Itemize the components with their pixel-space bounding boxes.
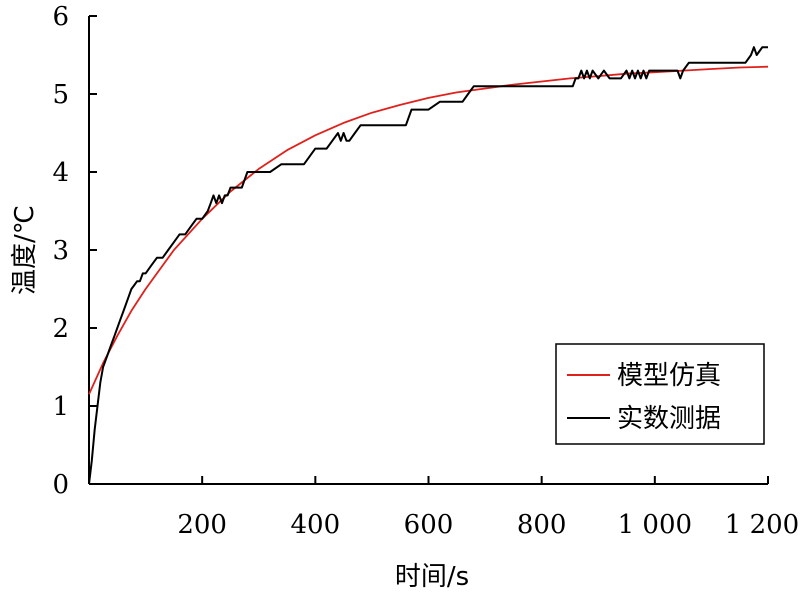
y-tick-label: 6 [52, 2, 69, 32]
series-line-model [88, 65, 769, 395]
legend-label-model: 模型仿真 [617, 361, 721, 391]
legend-box [555, 343, 765, 445]
y-tick-label: 0 [52, 470, 69, 500]
y-tick-label: 4 [52, 158, 69, 188]
y-tick-label: 5 [52, 80, 69, 110]
series-line-measured [88, 46, 768, 485]
x-tick-label: 200 [177, 510, 227, 540]
x-tick-label: 400 [291, 510, 341, 540]
x-tick-label: 1 200 [725, 510, 799, 540]
y-tick-label: 3 [52, 236, 69, 266]
x-ticks: 200 400 600 800 1 000 1 200 [177, 476, 799, 540]
y-ticks: 0 1 2 3 4 5 6 [52, 2, 97, 500]
x-tick-label: 1 000 [618, 510, 692, 540]
legend: 模型仿真 实数测据 [555, 343, 765, 445]
y-tick-label: 1 [52, 392, 69, 422]
x-tick-label: 600 [404, 510, 454, 540]
series-layer [88, 46, 769, 485]
x-axis-label: 时间/s [395, 562, 469, 592]
y-tick-label: 2 [52, 314, 69, 344]
legend-label-measured: 实数测据 [617, 404, 721, 434]
y-axis-label: 温度/℃ [10, 205, 40, 295]
x-tick-label: 800 [517, 510, 567, 540]
